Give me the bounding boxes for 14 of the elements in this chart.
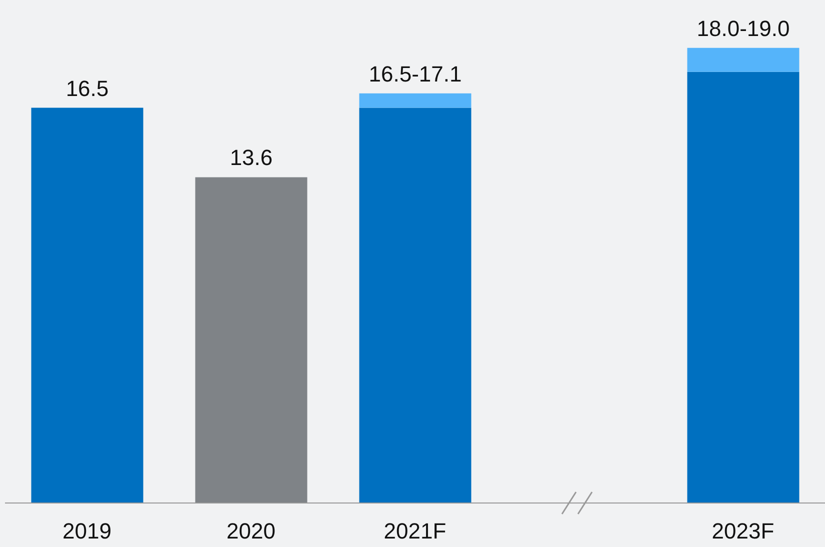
bar [31,108,144,503]
bar [195,177,308,503]
x-tick-label: 2021F [384,518,446,544]
data-label: 16.5-17.1 [368,61,462,86]
bar [359,108,472,503]
data-label: 18.0-19.0 [696,16,790,41]
x-tick-label: 2020 [226,518,276,544]
bar [359,93,472,108]
x-tick-label: 2019 [62,518,112,544]
data-label: 13.6 [230,145,273,170]
x-tick-label: 2023F [712,518,774,544]
bar [687,72,800,503]
bar [687,48,800,72]
data-label: 16.5 [66,76,109,101]
